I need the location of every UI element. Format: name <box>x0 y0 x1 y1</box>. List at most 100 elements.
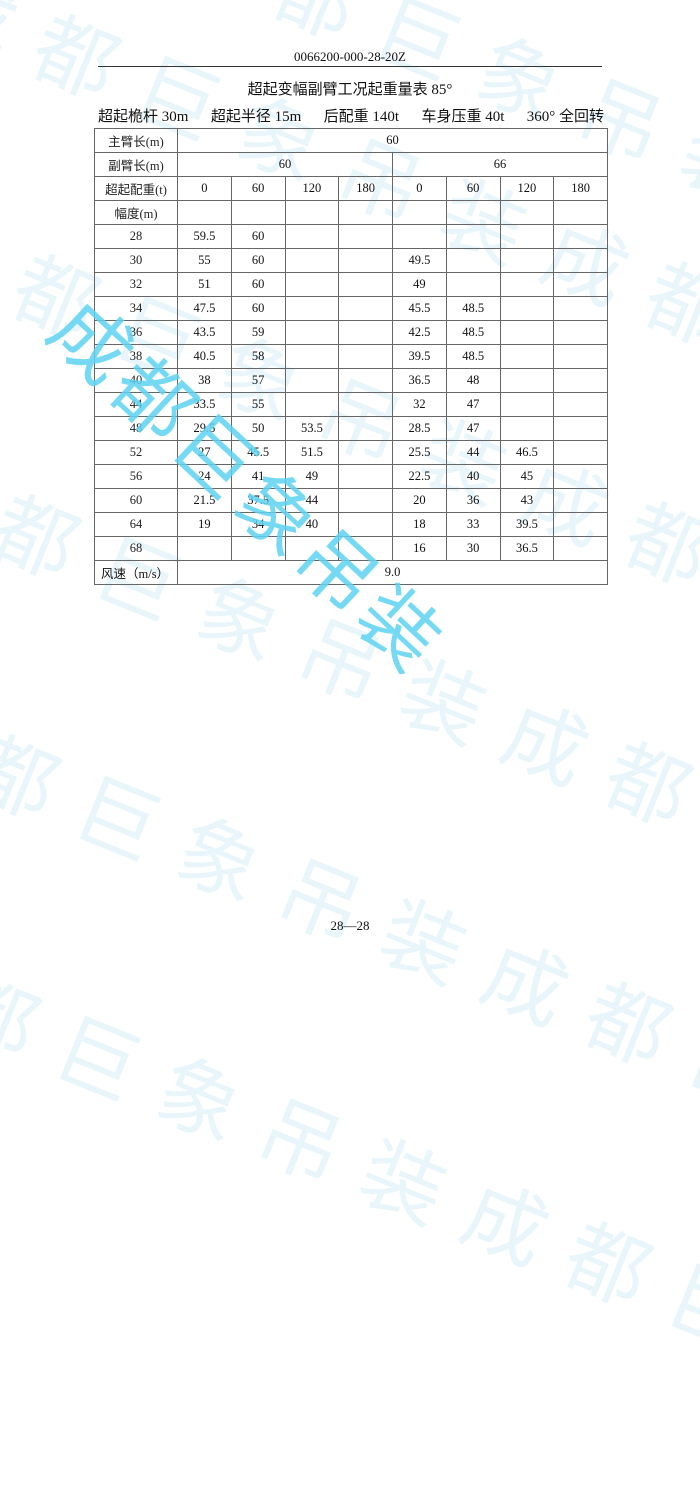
capacity-cell: 18 <box>392 512 447 537</box>
capacity-cell <box>284 536 340 561</box>
header-rule <box>98 66 602 67</box>
capacity-cell: 36.5 <box>392 368 447 393</box>
radius-cell: 34 <box>94 296 178 321</box>
capacity-cell: 59 <box>230 320 286 345</box>
counterweight-row: 超起配重(t) 0 60 120 180 0 60 120 180 <box>94 176 608 201</box>
capacity-cell: 44 <box>445 440 501 465</box>
table-row: 52 27 45.5 51.5 25.5 44 46.5 <box>94 440 608 465</box>
capacity-cell <box>553 488 608 513</box>
capacity-cell <box>553 536 608 561</box>
table-row: 38 40.5 58 39.5 48.5 <box>94 344 608 369</box>
main-boom-value: 60 <box>177 128 608 153</box>
empty-cell <box>445 200 501 225</box>
counterweight-cell: 0 <box>392 176 447 201</box>
capacity-cell: 30 <box>445 536 501 561</box>
radius-cell: 48 <box>94 416 178 441</box>
counterweight-cell: 60 <box>230 176 286 201</box>
counterweight-cell: 0 <box>177 176 232 201</box>
capacity-cell: 60 <box>230 272 286 297</box>
capacity-cell <box>445 248 501 273</box>
capacity-cell: 42.5 <box>392 320 447 345</box>
capacity-cell: 46.5 <box>499 440 555 465</box>
capacity-cell <box>553 440 608 465</box>
radius-cell: 40 <box>94 368 178 393</box>
capacity-cell <box>553 368 608 393</box>
capacity-cell: 55 <box>230 392 286 417</box>
radius-cell: 28 <box>94 224 178 249</box>
empty-cell <box>392 200 447 225</box>
capacity-cell: 24 <box>177 464 232 489</box>
capacity-cell <box>499 344 555 369</box>
capacity-cell: 45.5 <box>392 296 447 321</box>
spec-item: 后配重 140t <box>323 109 400 125</box>
page-number: 28—28 <box>330 918 370 933</box>
capacity-cell: 22.5 <box>392 464 447 489</box>
capacity-cell <box>499 416 555 441</box>
radius-cell: 36 <box>94 320 178 345</box>
capacity-cell: 33 <box>445 512 501 537</box>
capacity-cell: 60 <box>230 224 286 249</box>
main-boom-row: 主臂长(m) 60 <box>94 128 608 153</box>
capacity-cell: 27 <box>177 440 232 465</box>
capacity-cell <box>177 536 232 561</box>
capacity-cell: 29.5 <box>177 416 232 441</box>
capacity-cell: 33.5 <box>177 392 232 417</box>
radius-cell: 56 <box>94 464 178 489</box>
jib-value: 60 <box>177 152 393 177</box>
table-row: 44 33.5 55 32 47 <box>94 392 608 417</box>
capacity-cell: 40 <box>445 464 501 489</box>
capacity-cell: 48.5 <box>445 296 501 321</box>
capacity-cell <box>338 248 393 273</box>
load-chart-table: 主臂长(m) 60 副臂长(m) 60 66 超起配重(t) 0 60 120 180… <box>94 128 608 585</box>
spec-item: 360° 全回转 <box>526 109 604 125</box>
capacity-cell <box>553 512 608 537</box>
capacity-cell: 60 <box>230 296 286 321</box>
capacity-cell <box>284 344 340 369</box>
empty-cell <box>499 200 555 225</box>
capacity-cell: 53.5 <box>284 416 340 441</box>
capacity-cell <box>338 440 393 465</box>
capacity-cell: 45 <box>499 464 555 489</box>
capacity-cell <box>338 344 393 369</box>
capacity-cell <box>338 512 393 537</box>
table-row: 34 47.5 60 45.5 48.5 <box>94 296 608 321</box>
capacity-cell: 41 <box>230 464 286 489</box>
table-row: 56 24 41 49 22.5 40 45 <box>94 464 608 489</box>
spec-item: 超起半径 15m <box>210 109 302 125</box>
capacity-cell: 25.5 <box>392 440 447 465</box>
capacity-cell: 48.5 <box>445 320 501 345</box>
radius-label: 幅度(m) <box>94 200 178 225</box>
capacity-cell <box>499 320 555 345</box>
counterweight-cell: 60 <box>445 176 501 201</box>
table-row: 64 19 34 40 18 33 39.5 <box>94 512 608 537</box>
radius-cell: 44 <box>94 392 178 417</box>
capacity-cell: 45.5 <box>230 440 286 465</box>
capacity-cell <box>553 344 608 369</box>
capacity-cell: 51.5 <box>284 440 340 465</box>
capacity-cell <box>338 488 393 513</box>
watermark-text: 成都巨象吊装成都巨象吊装 <box>0 678 700 1262</box>
capacity-cell <box>284 248 340 273</box>
capacity-cell: 21.5 <box>177 488 232 513</box>
counterweight-label: 超起配重(t) <box>94 176 178 201</box>
capacity-cell: 39.5 <box>499 512 555 537</box>
empty-cell <box>284 200 340 225</box>
capacity-cell: 39.5 <box>392 344 447 369</box>
radius-cell: 52 <box>94 440 178 465</box>
counterweight-cell: 120 <box>284 176 340 201</box>
capacity-cell: 19 <box>177 512 232 537</box>
capacity-cell <box>392 224 447 249</box>
capacity-cell <box>338 536 393 561</box>
capacity-cell <box>338 368 393 393</box>
capacity-cell: 32 <box>392 392 447 417</box>
radius-cell: 30 <box>94 248 178 273</box>
capacity-cell <box>284 224 340 249</box>
capacity-cell: 44 <box>284 488 340 513</box>
wind-row: 风速（m/s） 9.0 <box>94 560 608 585</box>
capacity-cell: 36.5 <box>499 536 555 561</box>
capacity-cell: 20 <box>392 488 447 513</box>
document-code: 0066200-000-28-20Z <box>294 49 406 64</box>
capacity-cell: 28.5 <box>392 416 447 441</box>
capacity-cell: 57 <box>230 368 286 393</box>
capacity-cell: 43 <box>499 488 555 513</box>
